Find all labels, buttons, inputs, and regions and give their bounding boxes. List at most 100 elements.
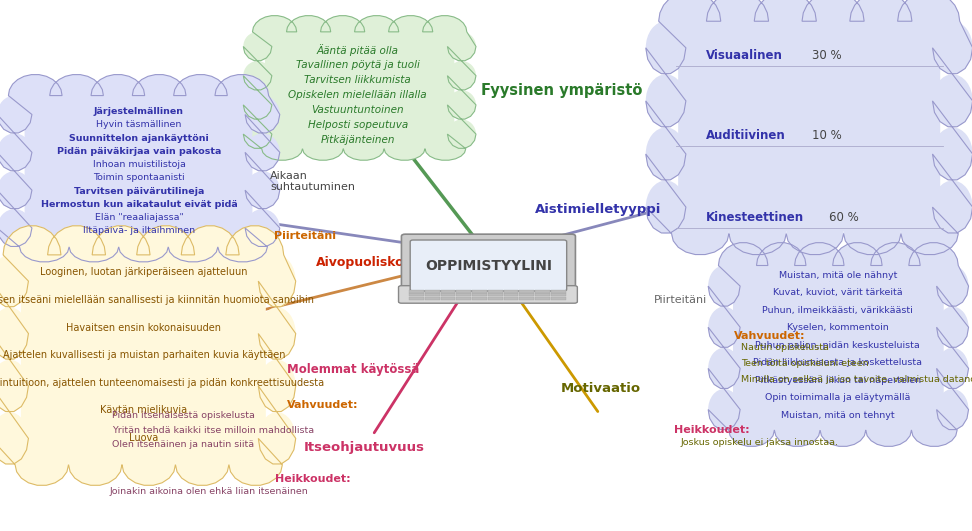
Ellipse shape — [9, 74, 62, 117]
Bar — [472, 297, 487, 300]
Ellipse shape — [447, 32, 476, 61]
Ellipse shape — [729, 212, 786, 255]
Bar — [503, 297, 518, 300]
Bar — [409, 290, 424, 293]
Ellipse shape — [261, 137, 302, 160]
Ellipse shape — [19, 232, 69, 262]
Text: Käytän mielikuvia: Käytän mielikuvia — [100, 406, 188, 415]
Text: Inhoan muistilistoja: Inhoan muistilistoja — [92, 160, 186, 169]
Ellipse shape — [48, 226, 106, 284]
Text: Joskus opiskelu ei jaksa innostaa.: Joskus opiskelu ei jaksa innostaa. — [680, 438, 839, 447]
Ellipse shape — [709, 266, 740, 307]
Text: Tavallinen pöytä ja tuoli: Tavallinen pöytä ja tuoli — [295, 61, 420, 70]
FancyBboxPatch shape — [399, 286, 577, 303]
Ellipse shape — [659, 0, 721, 51]
Text: Piirteitäni: Piirteitäni — [654, 295, 708, 305]
Bar — [551, 297, 566, 300]
Bar — [425, 290, 439, 293]
Text: Kuvat, kuviot, värit tärkeitä: Kuvat, kuviot, värit tärkeitä — [773, 288, 903, 297]
Ellipse shape — [259, 412, 295, 465]
FancyBboxPatch shape — [733, 267, 944, 429]
Ellipse shape — [850, 0, 912, 51]
Text: Vahvuudet:: Vahvuudet: — [287, 400, 359, 409]
Bar — [551, 294, 566, 296]
Ellipse shape — [447, 61, 476, 90]
Ellipse shape — [215, 74, 268, 117]
Text: Toimin spontaanisti: Toimin spontaanisti — [93, 174, 185, 182]
Bar — [457, 297, 471, 300]
Bar — [488, 294, 503, 296]
Bar — [472, 294, 487, 296]
Bar — [536, 297, 550, 300]
Ellipse shape — [820, 414, 866, 447]
Text: Joinakin aikoina olen ehkä liian itsenäinen: Joinakin aikoina olen ehkä liian itsenäi… — [110, 487, 308, 495]
Ellipse shape — [181, 226, 239, 284]
FancyBboxPatch shape — [410, 240, 567, 291]
Ellipse shape — [447, 90, 476, 119]
Ellipse shape — [226, 226, 284, 284]
Text: Helposti sopeutuva: Helposti sopeutuva — [307, 120, 408, 130]
Text: Visuaalinen: Visuaalinen — [706, 49, 782, 62]
Ellipse shape — [245, 171, 280, 209]
Ellipse shape — [384, 137, 425, 160]
Text: Elän "reaaliajassa": Elän "reaaliajassa" — [94, 213, 184, 222]
Ellipse shape — [245, 209, 280, 247]
Ellipse shape — [937, 389, 968, 430]
Ellipse shape — [0, 255, 28, 307]
Text: Puhun, ilmeikkäästi, värikkäästi: Puhun, ilmeikkäästi, värikkäästi — [762, 306, 914, 314]
Bar — [488, 290, 503, 293]
Ellipse shape — [645, 181, 686, 234]
Ellipse shape — [122, 443, 176, 485]
Ellipse shape — [0, 360, 28, 412]
Ellipse shape — [718, 243, 768, 288]
Bar — [472, 290, 487, 293]
Bar — [488, 297, 503, 300]
Ellipse shape — [756, 243, 806, 288]
Ellipse shape — [15, 443, 68, 485]
FancyBboxPatch shape — [678, 24, 940, 231]
Text: Teen töitä opiskeluni eteen: Teen töitä opiskeluni eteen — [741, 359, 868, 368]
Ellipse shape — [786, 212, 844, 255]
Bar — [551, 290, 566, 293]
Ellipse shape — [69, 232, 119, 262]
Ellipse shape — [321, 15, 364, 48]
Text: 30 %: 30 % — [812, 49, 841, 62]
Ellipse shape — [423, 15, 467, 48]
Bar — [519, 290, 535, 293]
Ellipse shape — [0, 96, 32, 133]
Ellipse shape — [932, 181, 972, 234]
Ellipse shape — [243, 61, 272, 90]
Ellipse shape — [245, 96, 280, 133]
Ellipse shape — [754, 0, 816, 51]
Ellipse shape — [645, 74, 686, 127]
Ellipse shape — [245, 133, 280, 171]
Text: Nautin opiskelusta: Nautin opiskelusta — [741, 344, 828, 352]
Text: Looginen, luotan järkiperäiseen ajatteluun: Looginen, luotan järkiperäiseen ajattelu… — [40, 268, 248, 277]
FancyBboxPatch shape — [21, 257, 266, 463]
Text: Aikaan
suhtautuminen: Aikaan suhtautuminen — [270, 171, 355, 192]
Text: Puhun paljon, pidän keskusteluista: Puhun paljon, pidän keskusteluista — [755, 341, 920, 349]
Ellipse shape — [3, 226, 61, 284]
Text: Tarvitsen liikkumista: Tarvitsen liikkumista — [304, 75, 411, 85]
Ellipse shape — [302, 137, 343, 160]
Text: Opiskelen mielellään illalla: Opiskelen mielellään illalla — [289, 90, 427, 100]
Ellipse shape — [937, 348, 968, 389]
Ellipse shape — [0, 133, 32, 171]
Bar — [440, 290, 456, 293]
Text: Molemmat käytössä: Molemmat käytössä — [287, 363, 419, 375]
Ellipse shape — [259, 307, 295, 360]
Text: Pidän päiväkirjaa vain pakosta: Pidän päiväkirjaa vain pakosta — [56, 147, 222, 156]
Ellipse shape — [137, 226, 194, 284]
Text: Piirteitäni: Piirteitäni — [274, 232, 336, 241]
Text: 60 %: 60 % — [829, 211, 859, 224]
Ellipse shape — [932, 21, 972, 74]
Text: Pitkästyessäni liikun tai näpertelen: Pitkästyessäni liikun tai näpertelen — [755, 376, 920, 384]
Text: Tarvitsen päivärutilineja: Tarvitsen päivärutilineja — [74, 187, 204, 195]
Text: Ilmaisen itseäni mielellään sanallisesti ja kiinnitän huomiota sanoihin: Ilmaisen itseäni mielellään sanallisesti… — [0, 295, 314, 305]
Ellipse shape — [0, 209, 32, 247]
Ellipse shape — [672, 212, 729, 255]
Bar — [519, 297, 535, 300]
Text: Hyvin täsmällinen: Hyvin täsmällinen — [96, 121, 182, 129]
Text: Aivopuolisko: Aivopuolisko — [316, 256, 404, 269]
Ellipse shape — [287, 15, 330, 48]
